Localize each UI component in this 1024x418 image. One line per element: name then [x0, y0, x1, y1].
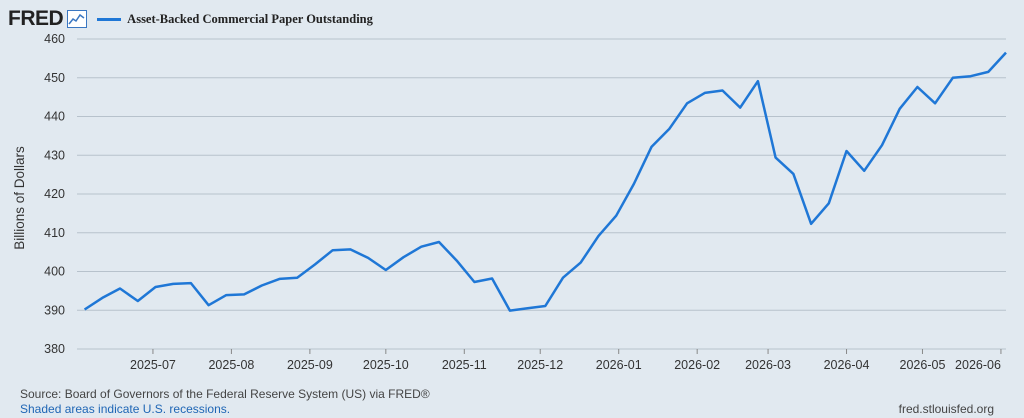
x-tick-label: 2026-03 [745, 358, 791, 372]
recession-note[interactable]: Shaded areas indicate U.S. recessions. [20, 402, 231, 416]
y-tick-label: 420 [44, 187, 65, 201]
fred-logo[interactable]: FRED [8, 7, 64, 30]
x-tick-label: 2025-10 [363, 358, 409, 372]
x-tick-label: 2026-04 [824, 358, 870, 372]
legend: Asset-Backed Commercial Paper Outstandin… [97, 12, 373, 27]
x-tick-label: 2026-05 [900, 358, 946, 372]
x-tick-label: 2026-06 [955, 358, 1001, 372]
fred-url[interactable]: fred.stlouisfed.org [898, 402, 994, 416]
x-tick-label: 2026-01 [596, 358, 642, 372]
y-tick-label: 450 [44, 71, 65, 85]
y-tick-label: 460 [44, 32, 65, 46]
y-tick-label: 430 [44, 148, 65, 162]
y-tick-label: 410 [44, 226, 65, 240]
x-tick-label: 2025-11 [442, 358, 487, 372]
y-tick-label: 400 [44, 265, 65, 279]
legend-swatch [97, 17, 122, 21]
x-tick-label: 2026-02 [674, 358, 720, 372]
y-tick-label: 390 [44, 303, 65, 317]
line-chart-icon [67, 10, 88, 28]
legend-label: Asset-Backed Commercial Paper Outstandin… [127, 11, 373, 26]
source-note: Source: Board of Governors of the Federa… [20, 387, 430, 401]
y-axis-label: Billions of Dollars [12, 146, 27, 250]
y-tick-label: 440 [44, 110, 65, 124]
y-tick-label: 380 [44, 342, 65, 356]
x-tick-label: 2025-09 [287, 358, 333, 372]
x-tick-label: 2025-12 [517, 358, 563, 372]
x-tick-label: 2025-08 [208, 358, 254, 372]
x-axis-ticks: 2025-07 2025-08 2025-09 2025-10 2025-11 2025-… [130, 349, 1002, 372]
y-axis-ticks: 380 390 400 410 420 430 440 450 460 [44, 32, 65, 356]
chart-header: FRED Asset-Backed Commercial Paper Outst… [8, 6, 373, 32]
x-tick-label: 2025-07 [130, 358, 176, 372]
series-line [83, 51, 1007, 312]
gridlines [77, 38, 1006, 350]
chart-footer: Source: Board of Governors of the Federa… [20, 387, 430, 417]
